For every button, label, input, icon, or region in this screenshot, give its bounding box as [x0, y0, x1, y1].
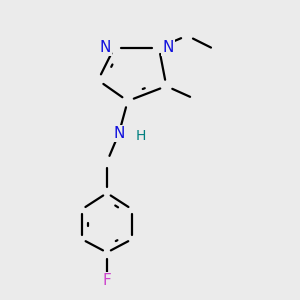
- Text: H: H: [136, 129, 146, 143]
- Text: F: F: [103, 273, 111, 288]
- Text: N: N: [113, 126, 124, 141]
- Text: N: N: [163, 40, 174, 55]
- Text: N: N: [99, 40, 111, 55]
